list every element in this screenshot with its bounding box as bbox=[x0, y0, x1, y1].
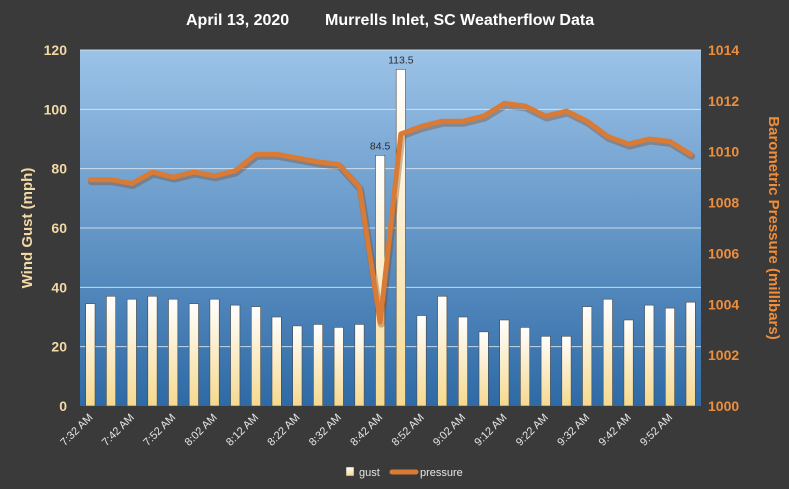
x-tick-label: 7:42 AM bbox=[100, 412, 137, 449]
right-tick-label: 1006 bbox=[708, 245, 739, 261]
gust-bar bbox=[623, 319, 634, 407]
gust-bar bbox=[582, 306, 593, 407]
x-tick-label: 8:42 AM bbox=[348, 412, 385, 449]
gust-bar bbox=[685, 301, 696, 407]
right-tick-label: 1012 bbox=[708, 93, 739, 109]
gust-bar bbox=[437, 295, 448, 407]
left-tick-label: 0 bbox=[59, 398, 67, 414]
right-axis-title: Barometric Pressure (millibars) bbox=[765, 116, 782, 339]
gust-data-label: 84.5 bbox=[370, 140, 391, 152]
gust-bar bbox=[313, 324, 324, 407]
gust-bar bbox=[457, 316, 468, 407]
gust-bar bbox=[333, 327, 344, 407]
x-tick-label: 9:42 AM bbox=[597, 412, 634, 449]
gust-bar bbox=[209, 298, 220, 407]
left-tick-label: 60 bbox=[51, 220, 67, 236]
gust-bar bbox=[147, 295, 158, 407]
left-tick-label: 40 bbox=[51, 279, 67, 295]
legend: gust pressure bbox=[345, 466, 463, 479]
gust-bars bbox=[85, 68, 696, 407]
x-tick-label: 9:32 AM bbox=[555, 412, 592, 449]
data-labels: 84.5 113.5 bbox=[370, 54, 414, 152]
chart-title: Murrells Inlet, SC Weatherflow Data bbox=[325, 12, 594, 29]
gust-bar bbox=[520, 327, 531, 407]
gust-bar bbox=[85, 303, 96, 407]
x-tick-label: 8:52 AM bbox=[390, 412, 427, 449]
x-tick-label: 9:22 AM bbox=[514, 412, 551, 449]
x-tick-label: 7:32 AM bbox=[58, 412, 95, 449]
gust-bar bbox=[126, 298, 137, 407]
x-tick-label: 8:02 AM bbox=[183, 412, 220, 449]
pressure-line-layer bbox=[87, 100, 696, 328]
legend-pressure-label: pressure bbox=[420, 467, 463, 479]
gust-bar bbox=[416, 315, 427, 407]
right-tick-label: 1004 bbox=[708, 296, 739, 312]
gust-bar bbox=[250, 306, 261, 407]
right-tick-label: 1002 bbox=[708, 347, 739, 363]
left-tick-label: 100 bbox=[44, 101, 68, 117]
gust-bar bbox=[540, 335, 551, 407]
left-axis-ticks: 0 20 40 60 80 100 120 bbox=[44, 42, 68, 414]
gust-bar bbox=[354, 324, 365, 407]
legend-gust-swatch bbox=[345, 466, 355, 477]
right-tick-label: 1010 bbox=[708, 144, 739, 160]
gust-bar bbox=[499, 319, 510, 407]
x-tick-label: 9:52 AM bbox=[638, 412, 675, 449]
gust-bar bbox=[188, 303, 199, 407]
gust-bar bbox=[644, 304, 655, 407]
gust-bar bbox=[664, 307, 675, 407]
gust-bar bbox=[561, 335, 572, 407]
gust-data-label: 113.5 bbox=[388, 54, 414, 66]
x-tick-label: 7:52 AM bbox=[141, 412, 178, 449]
gust-bar bbox=[271, 316, 282, 407]
gust-bar bbox=[106, 295, 117, 407]
x-tick-label: 8:32 AM bbox=[307, 412, 344, 449]
x-tick-label: 9:12 AM bbox=[472, 412, 509, 449]
left-tick-label: 20 bbox=[51, 339, 67, 355]
legend-gust-label: gust bbox=[359, 467, 380, 479]
chart-title-date: April 13, 2020 bbox=[186, 12, 289, 29]
gust-bar bbox=[230, 304, 241, 407]
gust-bar bbox=[292, 325, 303, 407]
x-tick-label: 8:12 AM bbox=[224, 412, 261, 449]
x-tick-label: 9:02 AM bbox=[431, 412, 468, 449]
pressure-line bbox=[87, 100, 694, 325]
gust-bar bbox=[478, 331, 489, 407]
gust-bar bbox=[602, 298, 613, 407]
gust-bar bbox=[168, 298, 179, 407]
x-tick-label: 8:22 AM bbox=[265, 412, 302, 449]
right-tick-label: 1014 bbox=[708, 42, 739, 58]
right-axis-ticks: 1000 1002 1004 1006 1008 1010 1012 1014 bbox=[708, 42, 739, 414]
left-tick-label: 120 bbox=[44, 42, 68, 58]
left-axis-title: Wind Gust (mph) bbox=[19, 168, 36, 289]
right-tick-label: 1000 bbox=[708, 398, 739, 414]
gust-bar bbox=[395, 68, 406, 407]
left-tick-label: 80 bbox=[51, 161, 67, 177]
right-tick-label: 1008 bbox=[708, 195, 739, 211]
x-axis-ticks: 7:32 AM 7:42 AM 7:52 AM 8:02 AM 8:12 AM 8:22 … bbox=[58, 412, 675, 449]
